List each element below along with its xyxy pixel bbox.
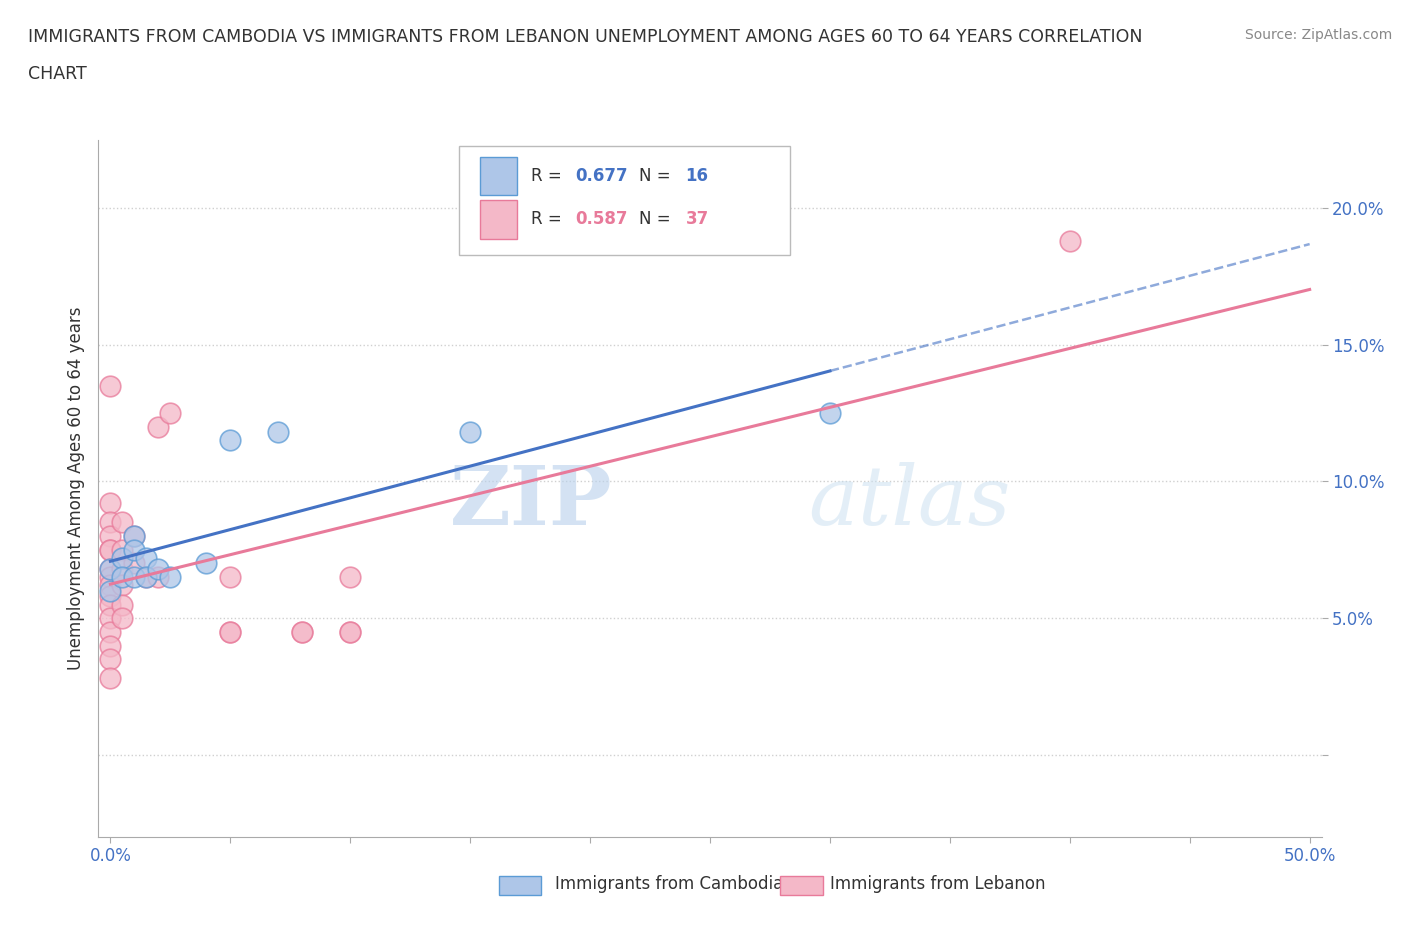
Text: 16: 16 (686, 167, 709, 185)
Point (100, 496, 122, 511)
Point (111, 515, 134, 530)
Point (267, 425, 290, 440)
Point (124, 570, 146, 585)
Text: R =: R = (531, 210, 568, 229)
Text: CHART: CHART (28, 65, 87, 83)
Text: IMMIGRANTS FROM CAMBODIA VS IMMIGRANTS FROM LEBANON UNEMPLOYMENT AMONG AGES 60 T: IMMIGRANTS FROM CAMBODIA VS IMMIGRANTS F… (28, 28, 1143, 46)
Point (100, 583, 122, 598)
Point (100, 638, 122, 653)
Point (100, 562, 122, 577)
Point (111, 570, 134, 585)
Point (124, 542, 146, 557)
FancyBboxPatch shape (460, 147, 790, 255)
Point (111, 542, 134, 557)
Text: Source: ZipAtlas.com: Source: ZipAtlas.com (1244, 28, 1392, 42)
FancyBboxPatch shape (479, 157, 517, 195)
Point (135, 551, 157, 565)
Point (100, 562, 122, 577)
Point (148, 562, 170, 577)
Point (458, 425, 481, 440)
Text: R =: R = (531, 167, 568, 185)
Point (1059, 233, 1081, 248)
Y-axis label: Unemployment Among Ages 60 to 64 years: Unemployment Among Ages 60 to 64 years (66, 307, 84, 670)
Point (100, 624, 122, 639)
Point (100, 379, 122, 393)
Text: N =: N = (640, 210, 676, 229)
Point (219, 433, 242, 448)
Point (111, 611, 134, 626)
Text: Immigrants from Lebanon: Immigrants from Lebanon (830, 874, 1045, 893)
Point (111, 551, 134, 565)
Point (111, 562, 134, 577)
Point (339, 624, 361, 639)
Point (291, 624, 314, 639)
Point (148, 419, 170, 434)
Point (339, 570, 361, 585)
Text: Immigrants from Cambodia: Immigrants from Cambodia (555, 874, 783, 893)
Point (219, 624, 242, 639)
Point (339, 624, 361, 639)
Text: 37: 37 (686, 210, 709, 229)
Point (159, 570, 181, 585)
Point (124, 556, 146, 571)
Point (219, 570, 242, 585)
Point (100, 652, 122, 667)
Point (195, 556, 218, 571)
Text: ZIP: ZIP (450, 462, 612, 542)
Point (100, 570, 122, 585)
Point (818, 405, 841, 420)
Point (100, 528, 122, 543)
Text: 0.677: 0.677 (575, 167, 628, 185)
Point (135, 570, 157, 585)
Point (124, 528, 146, 543)
Point (100, 671, 122, 685)
Point (291, 624, 314, 639)
Text: 0.587: 0.587 (575, 210, 628, 229)
Point (100, 578, 122, 592)
Point (135, 570, 157, 585)
Point (100, 611, 122, 626)
Point (100, 597, 122, 612)
Text: N =: N = (640, 167, 676, 185)
Point (219, 624, 242, 639)
Point (111, 578, 134, 592)
Point (159, 405, 181, 420)
Point (100, 589, 122, 604)
FancyBboxPatch shape (479, 200, 517, 239)
Point (124, 528, 146, 543)
Text: atlas: atlas (808, 462, 1011, 542)
Point (148, 570, 170, 585)
Point (100, 542, 122, 557)
Point (111, 597, 134, 612)
Point (100, 542, 122, 557)
Point (100, 515, 122, 530)
